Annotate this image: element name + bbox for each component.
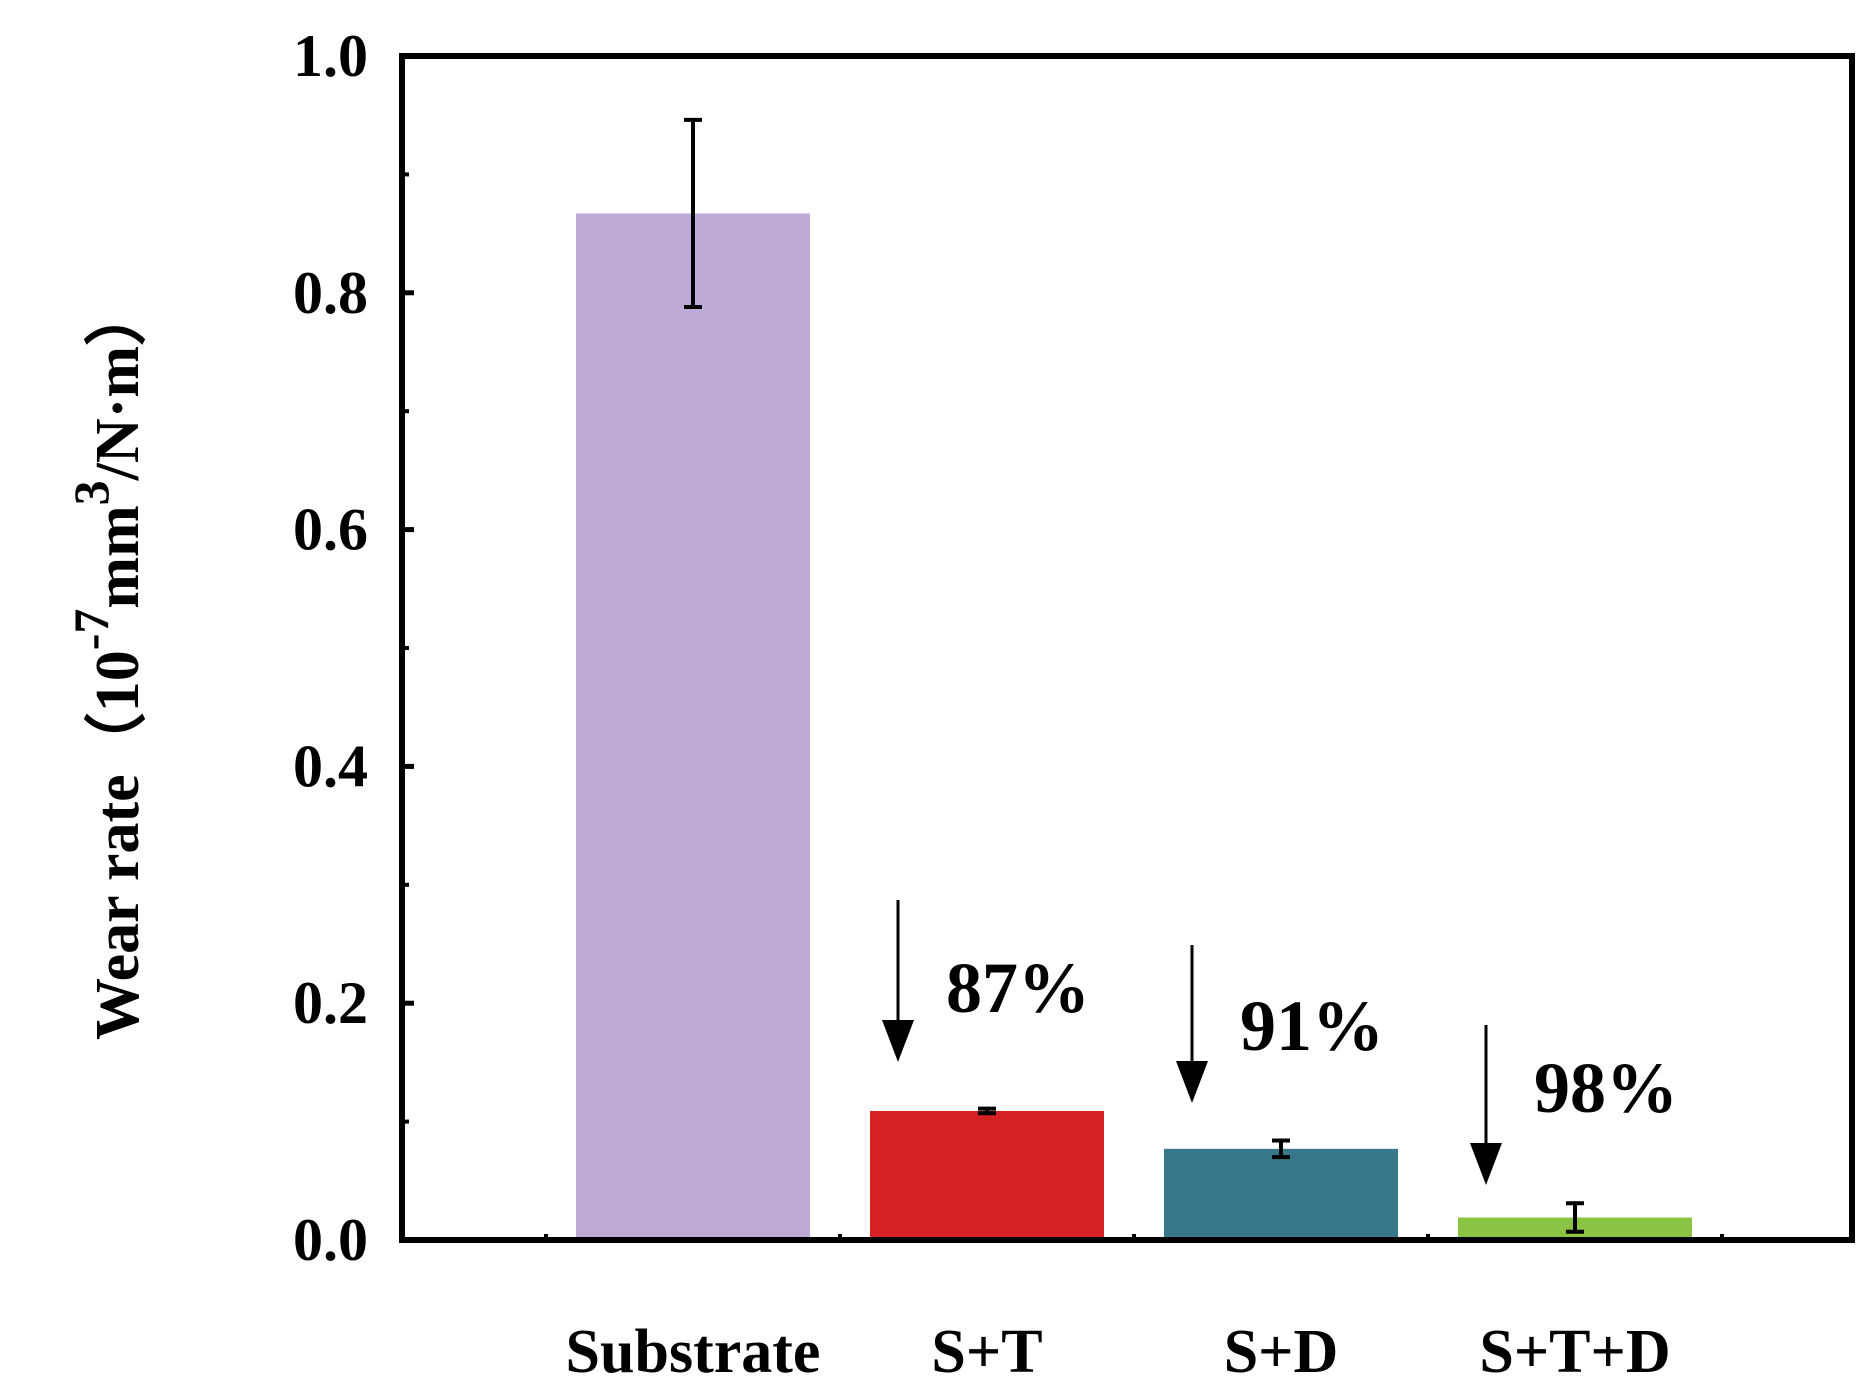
error-bar-s-t	[978, 1106, 996, 1116]
y-tick-label: 0.8	[293, 260, 368, 326]
bar-substrate	[576, 213, 810, 1240]
x-tick-label: S+T	[931, 1318, 1042, 1384]
y-tick-label: 0.2	[293, 970, 368, 1036]
bar-s-t	[870, 1110, 1104, 1240]
y-axis-label-tail: /N·m）	[82, 284, 152, 481]
x-axis-labels: Substrate S+T S+D S+T+D	[566, 1318, 1671, 1384]
reduction-percent-label: 87%	[946, 948, 1090, 1028]
y-tick-label: 1.0	[293, 23, 368, 89]
y-tick-label: 0.6	[293, 497, 368, 563]
arrow-head	[882, 1020, 914, 1062]
y-tick-label: 0.4	[293, 733, 368, 799]
reduction-percent-label: 98%	[1534, 1048, 1678, 1128]
error-bar-s-t-d	[1566, 1201, 1584, 1234]
error-bar-s-d	[1272, 1138, 1290, 1160]
y-axis-label-unit: mm	[84, 505, 152, 608]
y-tick-label: 0.0	[293, 1207, 368, 1273]
y-axis-label-main: Wear rate（10	[82, 650, 152, 1040]
y-axis-label: Wear rate（10-7mm3/N·m）	[63, 284, 152, 1040]
x-tick-label: S+D	[1224, 1318, 1339, 1384]
arrow-head	[1470, 1143, 1502, 1185]
y-axis-ticks: 0.0 0.2 0.4 0.6 0.8 1.0	[293, 23, 414, 1273]
reduction-annotations: 87% 91% 98%	[882, 900, 1678, 1185]
bar-s-d	[1164, 1148, 1398, 1240]
error-bar-substrate	[684, 117, 702, 310]
x-tick-label: Substrate	[566, 1318, 821, 1384]
reduction-arrow-s-t-d: 98%	[1470, 1025, 1678, 1185]
y-axis-label-exp1: -7	[63, 609, 119, 651]
reduction-percent-label: 91%	[1240, 986, 1384, 1066]
reduction-arrow-s-d: 91%	[1176, 945, 1384, 1103]
x-tick-label: S+T+D	[1479, 1318, 1670, 1384]
y-axis-label-exp2: 3	[63, 480, 119, 505]
chart-marks	[544, 117, 1724, 1240]
reduction-arrow-s-t: 87%	[882, 900, 1090, 1062]
arrow-head	[1176, 1061, 1208, 1103]
